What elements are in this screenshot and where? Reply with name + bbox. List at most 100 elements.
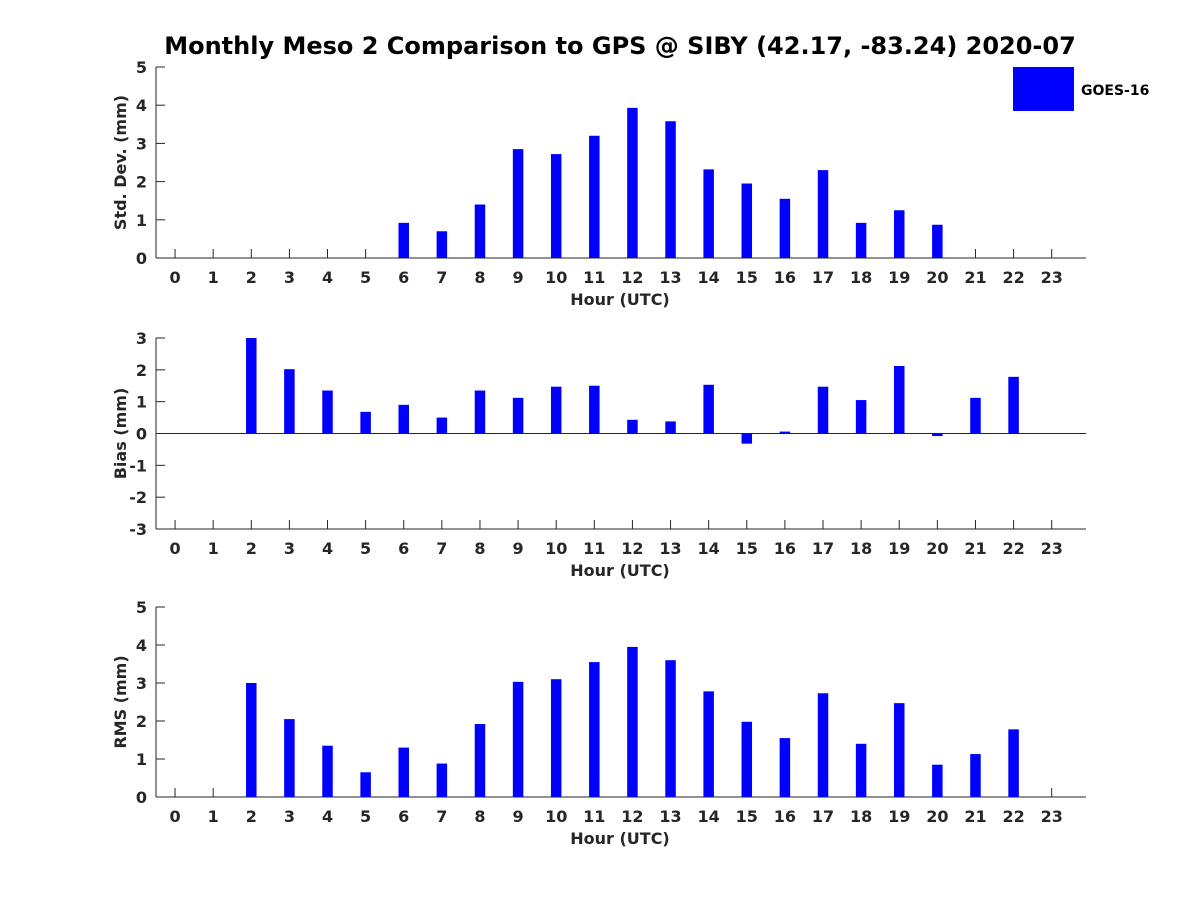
bar bbox=[627, 107, 638, 259]
bar bbox=[893, 703, 905, 797]
bar bbox=[398, 747, 409, 797]
bar bbox=[779, 431, 791, 434]
bar bbox=[360, 772, 371, 797]
y-tick-label: -3 bbox=[129, 520, 147, 539]
x-tick-label: 2 bbox=[246, 807, 257, 826]
x-tick-label: 4 bbox=[322, 539, 333, 558]
y-tick-label: -1 bbox=[129, 456, 147, 475]
y-tick-label: 2 bbox=[136, 712, 147, 731]
bar bbox=[474, 724, 486, 797]
bar bbox=[817, 386, 829, 434]
x-tick-label: 20 bbox=[926, 807, 948, 826]
x-tick-label: 13 bbox=[659, 539, 681, 558]
x-tick-label: 15 bbox=[736, 268, 758, 287]
x-tick-label: 11 bbox=[583, 539, 605, 558]
bar bbox=[1008, 729, 1019, 797]
x-tick-label: 7 bbox=[436, 539, 447, 558]
x-tick-label: 22 bbox=[1002, 268, 1024, 287]
bar bbox=[322, 745, 333, 797]
bar bbox=[817, 693, 829, 797]
x-tick-label: 3 bbox=[284, 539, 295, 558]
bar bbox=[703, 169, 714, 258]
x-tick-label: 9 bbox=[513, 268, 524, 287]
x-tick-label: 18 bbox=[850, 807, 872, 826]
y-tick-label: -2 bbox=[129, 488, 147, 507]
y-tick-label: 3 bbox=[136, 134, 147, 153]
legend-label: GOES-16 bbox=[1081, 83, 1149, 99]
y-axis-label: RMS (mm) bbox=[111, 655, 130, 748]
bar bbox=[665, 421, 676, 434]
x-tick-label: 10 bbox=[545, 807, 567, 826]
x-tick-label: 5 bbox=[360, 539, 371, 558]
figure-title: Monthly Meso 2 Comparison to GPS @ SIBY … bbox=[164, 32, 1076, 60]
bar bbox=[932, 764, 943, 797]
x-tick-label: 2 bbox=[246, 539, 257, 558]
bar bbox=[436, 417, 448, 434]
x-tick-label: 0 bbox=[169, 268, 180, 287]
bar bbox=[665, 121, 676, 258]
x-tick-label: 18 bbox=[850, 539, 872, 558]
bar bbox=[436, 763, 448, 797]
x-tick-label: 8 bbox=[474, 539, 485, 558]
bar bbox=[970, 397, 981, 434]
bar bbox=[550, 154, 562, 258]
bar bbox=[665, 660, 676, 797]
bar bbox=[284, 719, 295, 797]
bar bbox=[589, 385, 600, 434]
bar bbox=[855, 400, 867, 434]
bar bbox=[855, 743, 867, 797]
bar bbox=[512, 397, 524, 434]
y-tick-label: 3 bbox=[136, 329, 147, 348]
bar bbox=[627, 419, 638, 434]
bar bbox=[932, 433, 943, 437]
x-tick-label: 10 bbox=[545, 539, 567, 558]
x-tick-label: 8 bbox=[474, 807, 485, 826]
x-tick-label: 13 bbox=[659, 268, 681, 287]
bar bbox=[855, 222, 867, 258]
x-tick-label: 12 bbox=[621, 539, 643, 558]
y-tick-label: 3 bbox=[136, 674, 147, 693]
legend: GOES-16 bbox=[1013, 67, 1149, 111]
bar bbox=[512, 681, 524, 797]
x-tick-label: 20 bbox=[926, 539, 948, 558]
bar bbox=[779, 198, 791, 258]
x-tick-label: 4 bbox=[322, 807, 333, 826]
x-tick-label: 1 bbox=[208, 539, 219, 558]
x-tick-label: 12 bbox=[621, 268, 643, 287]
x-tick-label: 4 bbox=[322, 268, 333, 287]
y-tick-label: 4 bbox=[136, 96, 147, 115]
bar bbox=[284, 369, 295, 434]
x-tick-label: 12 bbox=[621, 807, 643, 826]
x-tick-label: 1 bbox=[208, 807, 219, 826]
x-tick-label: 14 bbox=[698, 268, 720, 287]
bar bbox=[550, 679, 562, 797]
bar bbox=[703, 691, 714, 797]
x-tick-label: 6 bbox=[398, 268, 409, 287]
bar bbox=[436, 231, 448, 258]
x-tick-label: 21 bbox=[964, 807, 986, 826]
x-tick-label: 9 bbox=[513, 807, 524, 826]
bar bbox=[398, 222, 409, 258]
x-tick-label: 23 bbox=[1041, 807, 1063, 826]
x-tick-label: 3 bbox=[284, 807, 295, 826]
x-tick-label: 0 bbox=[169, 807, 180, 826]
bar bbox=[932, 224, 943, 258]
x-tick-label: 7 bbox=[436, 807, 447, 826]
x-tick-label: 20 bbox=[926, 268, 948, 287]
y-tick-label: 5 bbox=[136, 598, 147, 617]
x-tick-label: 21 bbox=[964, 268, 986, 287]
bar bbox=[246, 683, 257, 797]
y-tick-label: 5 bbox=[136, 58, 147, 77]
y-tick-label: 0 bbox=[136, 249, 147, 268]
bar bbox=[589, 135, 600, 258]
bar bbox=[589, 662, 600, 797]
bar bbox=[550, 386, 562, 434]
x-tick-label: 18 bbox=[850, 268, 872, 287]
x-tick-label: 15 bbox=[736, 539, 758, 558]
x-tick-label: 22 bbox=[1002, 539, 1024, 558]
y-tick-label: 1 bbox=[136, 750, 147, 769]
